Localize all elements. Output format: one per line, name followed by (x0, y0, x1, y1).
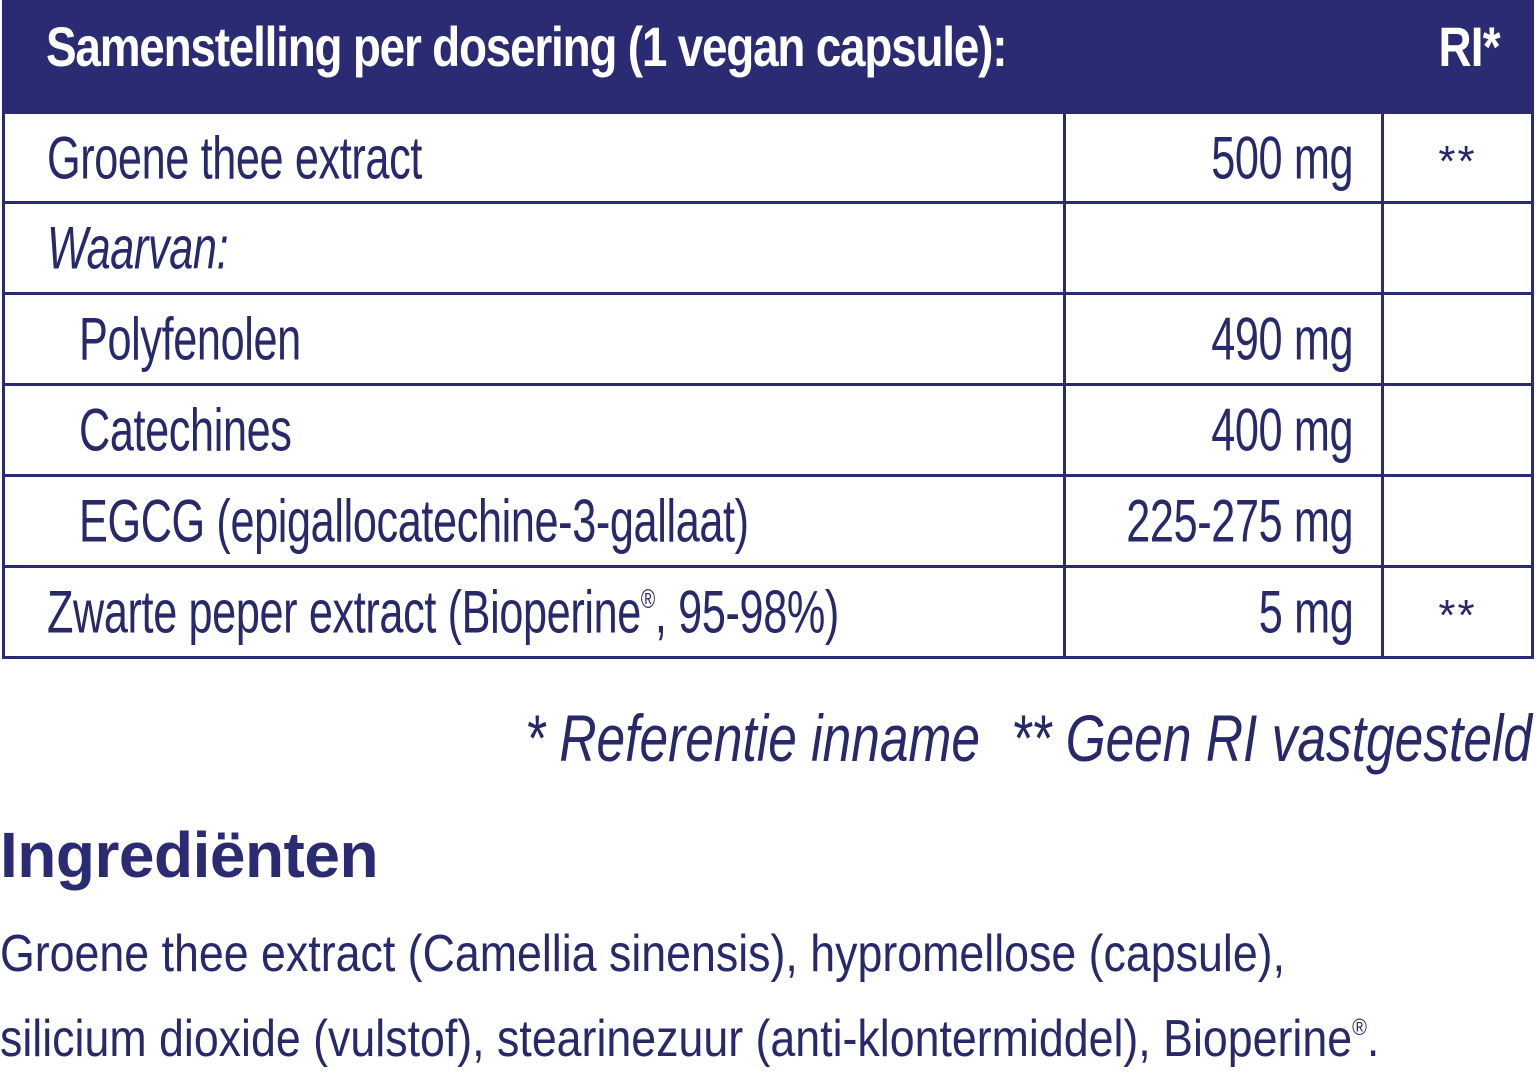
cell-amount: 5 mg (1066, 568, 1384, 656)
ingredient-amount: 490 mg (1211, 305, 1353, 373)
ingredients-text: Groene thee extract (Camellia sinensis),… (0, 918, 1379, 1076)
ingredient-ri: ** (1438, 591, 1477, 640)
ingredient-name-main: Zwarte peper extract (Bioperine (47, 578, 641, 646)
table-header-title: Samenstelling per dosering (1 vegan caps… (46, 15, 1008, 78)
table-row: EGCG (epigallocatechine-3-gallaat) 225-2… (2, 477, 1534, 568)
footnote-no-ri: ** Geen RI vastgesteld (1011, 701, 1532, 775)
cell-ri: ** (1384, 568, 1531, 656)
ingredients-heading: Ingrediënten (0, 819, 379, 891)
cell-ri (1384, 386, 1531, 474)
registered-mark: ® (1352, 1014, 1367, 1040)
cell-name: Polyfenolen (5, 295, 1066, 383)
ingredients-line-2-main: silicium dioxide (vulstof), stearinezuur… (0, 1010, 1353, 1069)
table-row: Catechines 400 mg (2, 386, 1534, 477)
cell-name: EGCG (epigallocatechine-3-gallaat) (5, 477, 1066, 565)
footnotes: * Referentie inname ** Geen RI vastgestel… (525, 700, 1532, 776)
ingredient-amount: 5 mg (1258, 578, 1353, 646)
nutrition-table: Groene thee extract 500 mg ** Waarvan: P… (2, 111, 1534, 659)
ingredient-name: Catechines (79, 396, 292, 464)
ingredients-line-2: silicium dioxide (vulstof), stearinezuur… (0, 991, 1379, 1076)
cell-amount: 500 mg (1066, 114, 1384, 201)
registered-mark: ® (640, 584, 655, 615)
cell-ri (1384, 295, 1531, 383)
table-row: Groene thee extract 500 mg ** (2, 111, 1534, 204)
ingredient-name: Polyfenolen (79, 305, 301, 373)
cell-ri (1384, 204, 1531, 292)
ingredient-name-tail: , 95-98%) (654, 578, 839, 646)
cell-ri (1384, 477, 1531, 565)
table-row: Waarvan: (2, 204, 1534, 295)
table-row: Zwarte peper extract (Bioperine®, 95-98%… (2, 568, 1534, 659)
table-header: Samenstelling per dosering (1 vegan caps… (2, 0, 1534, 111)
table-row: Polyfenolen 490 mg (2, 295, 1534, 386)
cell-name: Catechines (5, 386, 1066, 474)
ingredient-name: EGCG (epigallocatechine-3-gallaat) (79, 487, 749, 555)
cell-amount: 490 mg (1066, 295, 1384, 383)
cell-name: Waarvan: (5, 204, 1066, 292)
ingredients-line-2-end: . (1366, 1010, 1380, 1069)
ingredient-name: Waarvan: (47, 214, 229, 282)
cell-name: Groene thee extract (5, 114, 1066, 201)
ingredient-amount: 400 mg (1211, 396, 1353, 464)
cell-name: Zwarte peper extract (Bioperine®, 95-98%… (5, 568, 1066, 656)
ingredient-name: Groene thee extract (47, 124, 422, 191)
footnote-ri: * Referentie inname (524, 701, 980, 775)
cell-amount (1066, 204, 1384, 292)
table-header-ri: RI* (1438, 15, 1501, 78)
ingredient-name: Zwarte peper extract (Bioperine®, 95-98%… (47, 578, 839, 647)
ingredient-amount: 500 mg (1211, 124, 1353, 191)
ingredients-line-1: Groene thee extract (Camellia sinensis),… (0, 925, 1286, 983)
cell-amount: 400 mg (1066, 386, 1384, 474)
cell-ri: ** (1384, 114, 1531, 201)
ingredient-ri: ** (1438, 136, 1477, 186)
cell-amount: 225-275 mg (1066, 477, 1384, 565)
ingredient-amount: 225-275 mg (1126, 487, 1353, 555)
